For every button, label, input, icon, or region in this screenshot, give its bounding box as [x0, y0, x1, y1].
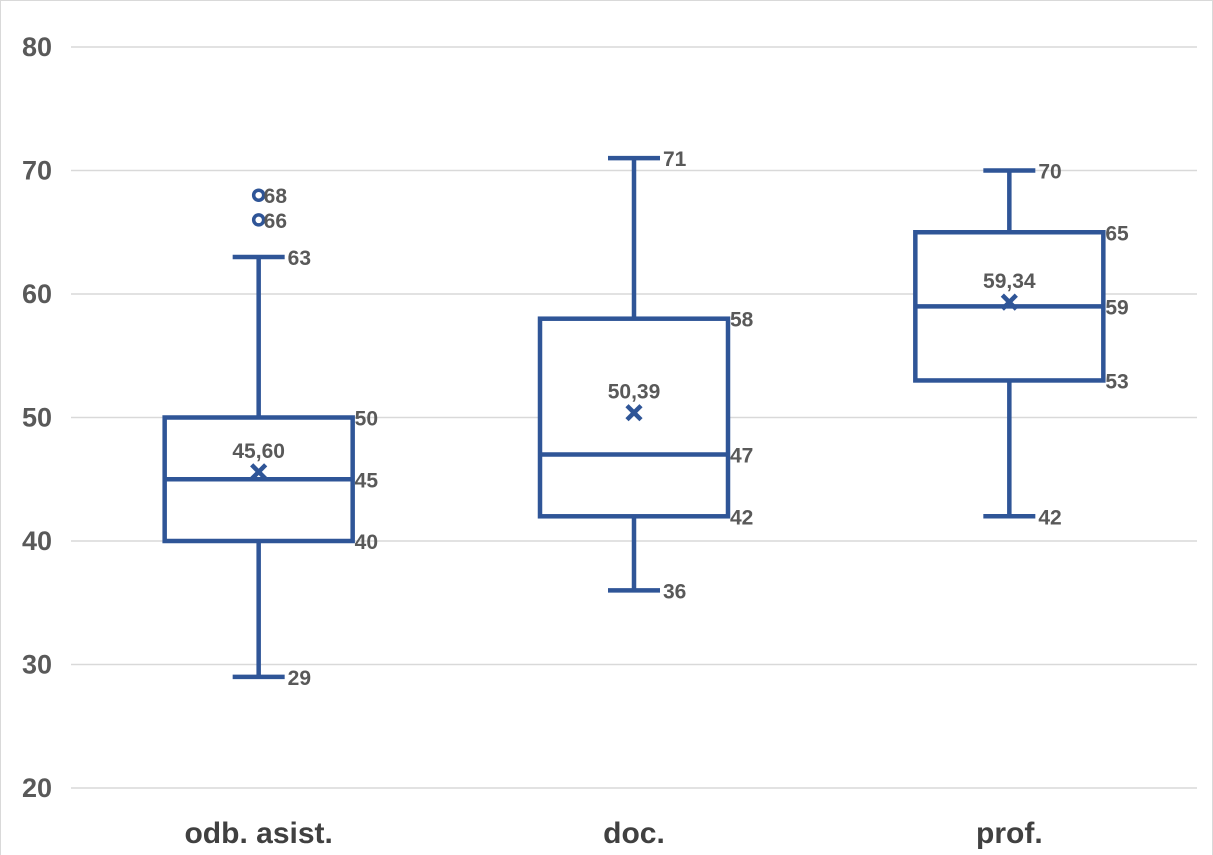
- mean-label: 45,60: [232, 440, 285, 463]
- max-label: 63: [288, 247, 311, 270]
- min-label: 42: [1038, 506, 1061, 529]
- x-tick-label: prof.: [976, 817, 1043, 850]
- min-label: 36: [663, 580, 686, 603]
- q3-label: 58: [730, 309, 754, 332]
- mean-marker: [625, 404, 643, 422]
- q1-label: 40: [355, 531, 378, 554]
- median-label: 45: [355, 469, 379, 492]
- box-iqr: [537, 316, 731, 519]
- x-tick-label: odb. asist.: [184, 817, 332, 850]
- min-label: 29: [288, 667, 311, 690]
- outlier-label: 66: [264, 210, 287, 233]
- outlier-point: [251, 213, 266, 227]
- max-label: 71: [663, 148, 687, 171]
- y-tick-label: 40: [22, 526, 52, 556]
- x-tick-label: doc.: [603, 817, 665, 850]
- q3-label: 65: [1105, 222, 1129, 245]
- outlier-label: 68: [264, 185, 288, 208]
- mean-marker: [250, 463, 268, 481]
- median-label: 47: [730, 445, 753, 468]
- y-tick-label: 20: [22, 773, 52, 803]
- y-tick-label: 80: [22, 32, 52, 62]
- q1-label: 42: [730, 506, 753, 529]
- q3-label: 50: [355, 408, 378, 431]
- q1-label: 53: [1105, 370, 1128, 393]
- y-tick-label: 70: [22, 156, 52, 186]
- mean-label: 59,34: [983, 270, 1036, 293]
- outlier-point: [251, 188, 266, 202]
- mean-label: 50,39: [608, 381, 661, 404]
- y-tick-label: 50: [22, 403, 52, 433]
- max-label: 70: [1038, 161, 1061, 184]
- y-tick-label: 30: [22, 650, 52, 680]
- median-label: 59: [1105, 296, 1128, 319]
- y-tick-label: 60: [22, 279, 52, 309]
- mean-marker: [1000, 293, 1018, 311]
